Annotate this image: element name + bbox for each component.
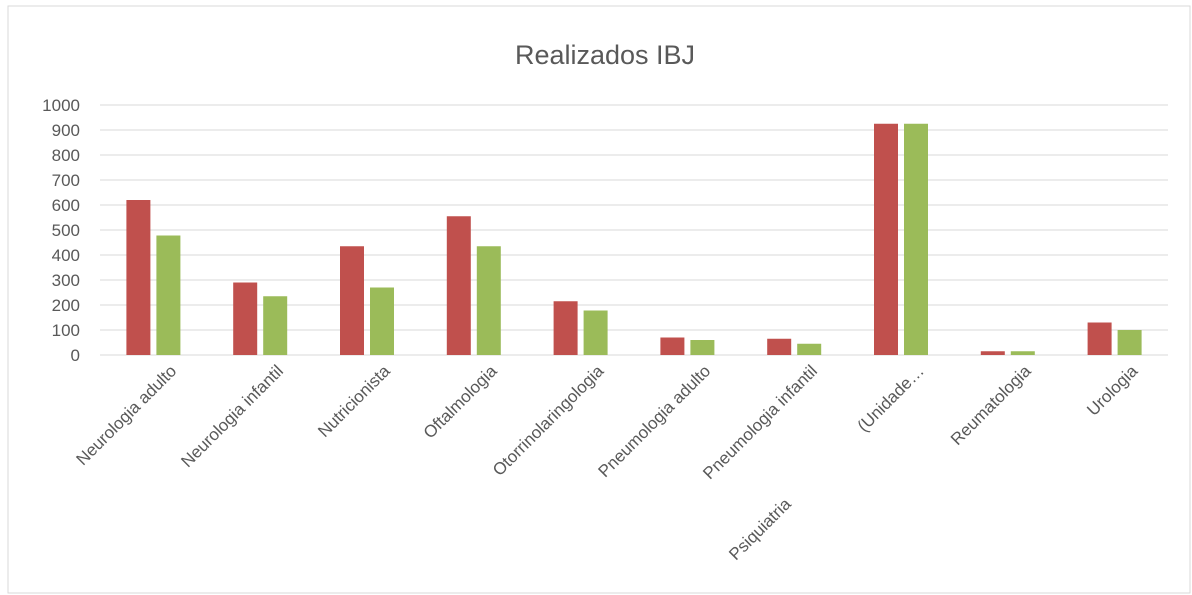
bar: [660, 337, 685, 355]
bar: [553, 301, 578, 355]
bar: [370, 287, 394, 355]
y-tick-label: 300: [52, 271, 80, 290]
y-tick-label: 900: [52, 121, 80, 140]
y-tick-label: 200: [52, 296, 80, 315]
y-tick-label: 400: [52, 246, 80, 265]
y-tick-label: 700: [52, 171, 80, 190]
bar: [1087, 322, 1112, 355]
bar: [797, 343, 822, 355]
bar: [233, 282, 258, 355]
bar: [340, 246, 364, 355]
bar: [1010, 351, 1035, 355]
bar: [263, 296, 288, 355]
bar: [446, 216, 471, 355]
bar: [1117, 330, 1142, 355]
chart-border: [7, 5, 1191, 594]
chart-title: Realizados IBJ: [515, 40, 695, 70]
bar: [690, 340, 715, 355]
bar: [583, 310, 608, 355]
y-tick-label: 600: [52, 196, 80, 215]
y-tick-label: 1000: [42, 96, 80, 115]
bar: [904, 123, 928, 355]
y-tick-label: 100: [52, 321, 80, 340]
y-tick-label: 800: [52, 146, 80, 165]
y-tick-label: 0: [71, 346, 80, 365]
bar: [476, 246, 501, 355]
y-tick-label: 500: [52, 221, 80, 240]
bar: [767, 338, 792, 355]
bar: [156, 235, 181, 355]
bar: [126, 200, 151, 355]
bar: [874, 123, 898, 355]
bar: [980, 351, 1005, 355]
